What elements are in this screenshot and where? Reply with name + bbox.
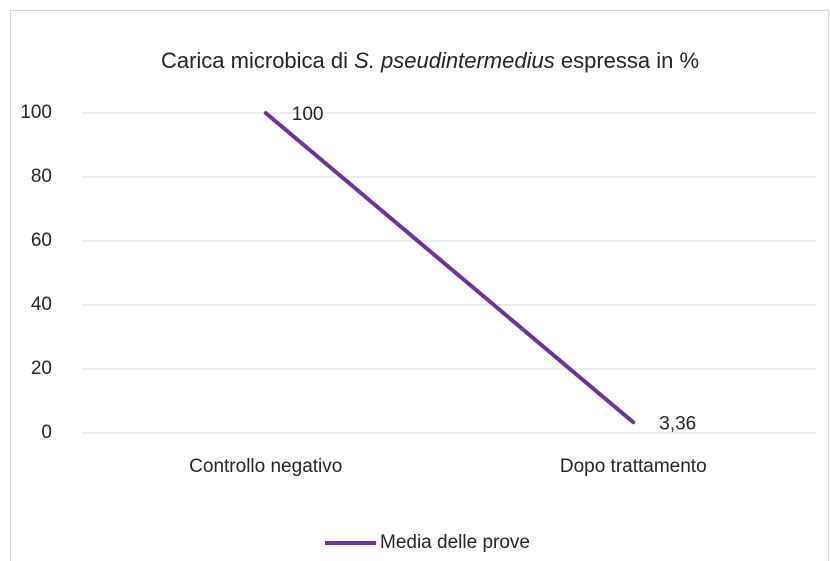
legend-label: Media delle prove <box>380 532 530 553</box>
y-tick-label: 20 <box>31 358 52 379</box>
x-tick-label: Controllo negativo <box>189 456 342 477</box>
title-part: S. pseudintermedius <box>354 48 555 73</box>
y-tick-label: 60 <box>31 230 52 251</box>
chart-title: Carica microbica di S. pseudintermedius … <box>161 48 699 73</box>
title-part: Carica microbica di <box>161 48 348 73</box>
data-label: 3,36 <box>659 413 696 434</box>
y-tick-label: 100 <box>20 102 52 123</box>
title-part: espressa in % <box>561 48 699 73</box>
y-tick-label: 40 <box>31 294 52 315</box>
data-label: 100 <box>292 104 324 125</box>
x-tick-label: Dopo trattamento <box>560 456 707 477</box>
chart-frame <box>10 10 829 561</box>
y-tick-label: 0 <box>41 422 52 443</box>
line-series <box>263 111 636 425</box>
y-tick-label: 80 <box>31 166 52 187</box>
